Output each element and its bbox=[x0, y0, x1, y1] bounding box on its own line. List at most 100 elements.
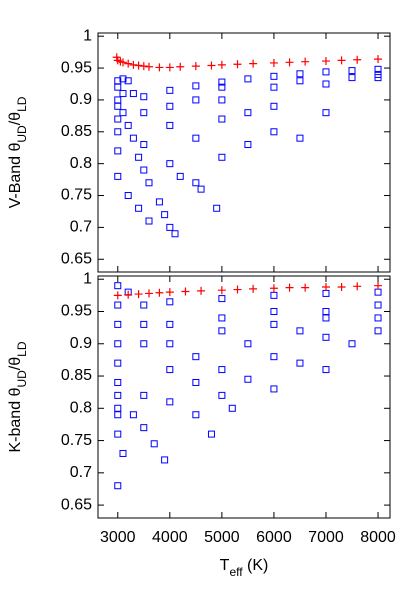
point bbox=[114, 391, 122, 399]
point bbox=[270, 128, 278, 136]
y-tick-label: 0.75 bbox=[61, 187, 92, 204]
point bbox=[114, 102, 122, 110]
point bbox=[176, 172, 184, 180]
point bbox=[270, 353, 278, 361]
y-axis-label-sub: LD bbox=[15, 96, 29, 112]
point bbox=[322, 314, 330, 322]
point bbox=[166, 102, 174, 110]
plot-frame bbox=[97, 275, 391, 519]
point bbox=[374, 55, 383, 64]
y-tick-label: 0.65 bbox=[61, 496, 92, 513]
point bbox=[114, 411, 122, 419]
point bbox=[192, 96, 200, 104]
point bbox=[285, 58, 294, 67]
point bbox=[165, 288, 174, 297]
point bbox=[119, 90, 127, 98]
point bbox=[207, 430, 215, 438]
point bbox=[348, 340, 356, 348]
y-tick-label: 0.85 bbox=[61, 367, 92, 384]
point bbox=[218, 78, 226, 86]
point bbox=[145, 179, 153, 187]
point bbox=[197, 286, 206, 295]
point bbox=[218, 153, 226, 161]
point bbox=[244, 109, 252, 117]
point bbox=[270, 102, 278, 110]
point bbox=[135, 204, 143, 212]
point bbox=[114, 83, 122, 91]
point bbox=[269, 58, 278, 67]
point bbox=[135, 153, 143, 161]
point bbox=[337, 282, 346, 291]
point bbox=[301, 57, 310, 66]
point bbox=[155, 198, 163, 206]
point bbox=[171, 230, 179, 238]
point bbox=[124, 77, 132, 85]
point bbox=[155, 288, 164, 297]
point bbox=[374, 288, 382, 296]
point bbox=[166, 121, 174, 129]
point bbox=[119, 109, 127, 117]
point bbox=[114, 96, 122, 104]
point bbox=[124, 192, 132, 200]
point bbox=[118, 58, 127, 67]
point bbox=[249, 284, 258, 293]
point bbox=[145, 62, 154, 71]
point bbox=[166, 398, 174, 406]
point bbox=[114, 128, 122, 136]
point bbox=[140, 424, 148, 432]
point bbox=[244, 375, 252, 383]
point bbox=[166, 298, 174, 306]
point bbox=[197, 185, 205, 193]
point bbox=[218, 83, 226, 91]
point bbox=[270, 291, 278, 299]
point bbox=[374, 70, 382, 78]
point bbox=[374, 281, 383, 290]
point bbox=[166, 160, 174, 168]
point bbox=[296, 134, 304, 142]
point bbox=[129, 90, 137, 98]
point bbox=[129, 134, 137, 142]
y-axis-label-sub: LD bbox=[15, 341, 29, 357]
y-tick-label: 0.8 bbox=[70, 400, 92, 417]
point bbox=[233, 60, 242, 69]
point bbox=[134, 290, 143, 299]
y-tick-label: 1 bbox=[83, 270, 92, 287]
y-axis-label-part: K-band θ bbox=[7, 387, 24, 452]
point bbox=[192, 179, 200, 187]
x-axis-label-part: (K) bbox=[243, 557, 269, 574]
y-tick-label: 0.95 bbox=[61, 59, 92, 76]
point bbox=[217, 60, 226, 69]
y-tick-label: 0.9 bbox=[70, 91, 92, 108]
point bbox=[166, 223, 174, 231]
point bbox=[114, 340, 122, 348]
point bbox=[140, 166, 148, 174]
point bbox=[374, 301, 382, 309]
point bbox=[114, 147, 122, 155]
plot-frame bbox=[97, 32, 391, 273]
point bbox=[145, 217, 153, 225]
x-tick-label: 7000 bbox=[308, 529, 344, 546]
x-tick-label: 6000 bbox=[256, 529, 292, 546]
point bbox=[296, 70, 304, 78]
point bbox=[213, 204, 221, 212]
point bbox=[192, 82, 200, 90]
point bbox=[119, 449, 127, 457]
point bbox=[140, 93, 148, 101]
point bbox=[114, 482, 122, 490]
y-tick-label: 0.85 bbox=[61, 123, 92, 140]
y-tick-label: 0.9 bbox=[70, 335, 92, 352]
point bbox=[218, 314, 226, 322]
point bbox=[192, 353, 200, 361]
x-tick-label: 4000 bbox=[152, 529, 188, 546]
point bbox=[270, 385, 278, 393]
point bbox=[270, 307, 278, 315]
point bbox=[114, 115, 122, 123]
point bbox=[139, 62, 148, 71]
y-axis-label: V-Band θUD/θLD bbox=[7, 96, 29, 208]
x-tick-label: 8000 bbox=[360, 529, 396, 546]
point bbox=[114, 404, 122, 412]
point bbox=[228, 404, 236, 412]
point bbox=[166, 340, 174, 348]
point bbox=[155, 63, 164, 72]
